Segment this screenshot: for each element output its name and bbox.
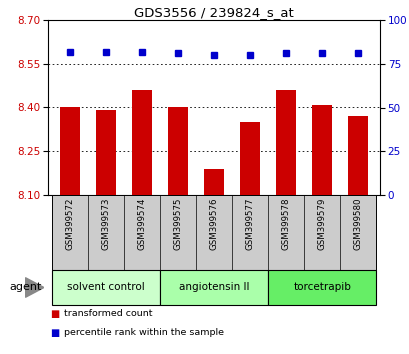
Text: GSM399578: GSM399578 — [281, 197, 290, 250]
Bar — [160, 270, 267, 305]
Text: GSM399579: GSM399579 — [317, 197, 326, 250]
Bar — [168, 108, 187, 195]
Bar — [267, 270, 375, 305]
Text: GSM399575: GSM399575 — [173, 197, 182, 250]
Text: angiotensin II: angiotensin II — [178, 282, 249, 292]
Text: agent: agent — [9, 282, 41, 292]
Bar — [96, 110, 115, 195]
Text: GSM399572: GSM399572 — [65, 197, 74, 250]
Bar — [132, 90, 151, 195]
Text: GSM399576: GSM399576 — [209, 197, 218, 250]
Text: ■: ■ — [50, 328, 59, 338]
Bar — [52, 270, 160, 305]
Title: GDS3556 / 239824_s_at: GDS3556 / 239824_s_at — [134, 6, 293, 19]
Text: GSM399580: GSM399580 — [353, 197, 362, 250]
Text: GSM399577: GSM399577 — [245, 197, 254, 250]
Bar — [240, 122, 259, 195]
Text: GSM399574: GSM399574 — [137, 197, 146, 250]
Text: ■: ■ — [50, 309, 59, 319]
Text: solvent control: solvent control — [67, 282, 144, 292]
Bar — [276, 90, 295, 195]
Text: transformed count: transformed count — [63, 309, 152, 318]
Text: percentile rank within the sample: percentile rank within the sample — [63, 328, 223, 337]
Bar — [204, 169, 223, 195]
Bar — [348, 116, 367, 195]
Text: torcetrapib: torcetrapib — [292, 282, 351, 292]
Bar — [60, 108, 79, 195]
Bar — [312, 104, 331, 195]
Polygon shape — [25, 278, 44, 297]
Text: GSM399573: GSM399573 — [101, 197, 110, 250]
